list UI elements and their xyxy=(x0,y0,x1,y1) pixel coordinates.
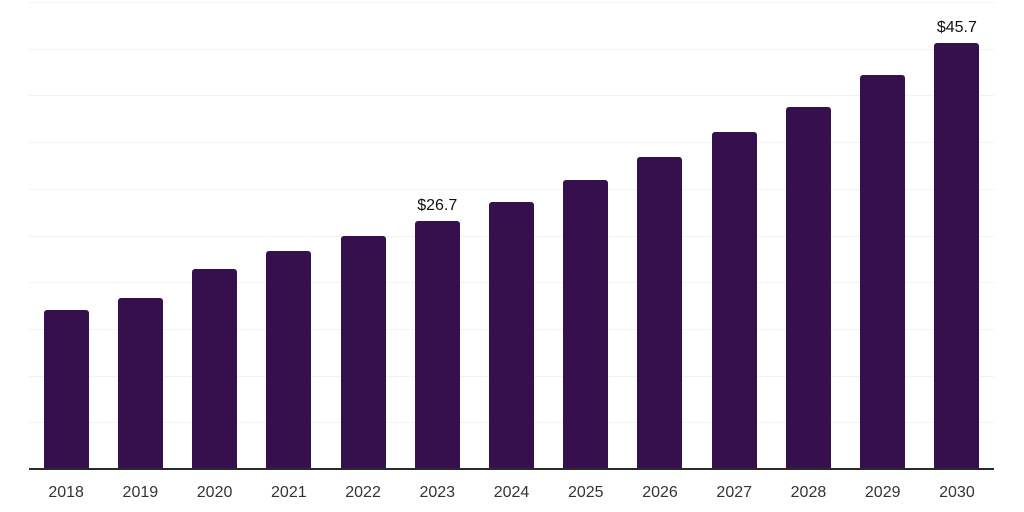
x-tick-label-2027: 2027 xyxy=(716,484,753,501)
bar-2026 xyxy=(637,157,683,470)
x-axis-labels: 2018 2019 2020 2021 2022 2023 2024 2025 2026 2027… xyxy=(29,483,994,502)
value-label-2030: $45.7 xyxy=(936,19,977,36)
x-axis-line xyxy=(29,468,994,470)
x-tick-label-2023: 2023 xyxy=(419,484,456,501)
bar-2019 xyxy=(117,298,163,470)
bar-2028 xyxy=(785,107,831,470)
bar-2018 xyxy=(43,310,89,470)
x-tick-label-2029: 2029 xyxy=(864,484,901,501)
x-tick-label-2021: 2021 xyxy=(271,484,307,501)
gridline xyxy=(29,188,994,190)
bar-2023 xyxy=(414,221,460,470)
x-tick-label-2019: 2019 xyxy=(122,484,159,501)
bar-2024 xyxy=(489,202,534,470)
bar-2022 xyxy=(340,236,386,470)
bar-2027 xyxy=(711,132,757,470)
plot-area: $26.7 $45.7 xyxy=(29,2,994,470)
gridline xyxy=(29,2,994,3)
x-tick-label-2022: 2022 xyxy=(345,484,381,501)
x-tick-label-2020: 2020 xyxy=(196,484,233,501)
gridline xyxy=(29,48,994,50)
bar-2030 xyxy=(934,43,980,470)
gridline xyxy=(29,95,994,97)
bar-2029 xyxy=(860,75,906,470)
value-label-2023: $26.7 xyxy=(417,197,458,214)
x-tick-label-2026: 2026 xyxy=(642,484,678,501)
x-tick-label-2025: 2025 xyxy=(567,484,604,501)
bar-2021 xyxy=(266,251,312,470)
x-tick-label-2030: 2030 xyxy=(939,484,975,501)
bar-2020 xyxy=(192,269,238,470)
x-tick-label-2028: 2028 xyxy=(790,484,827,501)
x-tick-label-2024: 2024 xyxy=(493,484,530,501)
x-tick-label-2018: 2018 xyxy=(48,484,84,501)
bar-2025 xyxy=(563,180,609,470)
gridline xyxy=(29,142,994,144)
